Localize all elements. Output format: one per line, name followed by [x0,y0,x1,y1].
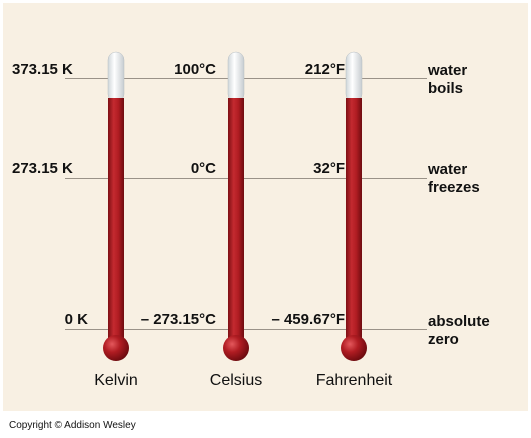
kelvin-zero-value: 0 K [64,311,88,328]
kelvin-thermometer [103,51,129,361]
kelvin-scale-name: Kelvin [94,372,138,389]
fahrenheit-scale-name: Fahrenheit [315,372,393,389]
water-freezes-label: water freezes [428,161,480,197]
water-freezes-label-line1: water [428,161,468,178]
celsius-boils-value: 100°C [174,61,216,78]
absolute-zero-label-line2: zero [428,331,459,348]
boils-reference-line [65,78,427,79]
celsius-thermometer [223,51,249,361]
freezes-reference-line [65,178,427,179]
fahrenheit-thermometer [341,51,367,361]
zero-reference-line [65,329,427,330]
diagram-panel [3,3,528,411]
fahrenheit-freezes-value: 32°F [313,160,345,177]
water-freezes-label-line2: freezes [428,179,480,196]
celsius-freezes-value: 0°C [190,160,216,177]
fahrenheit-zero-value: – 459.67°F [271,311,345,328]
celsius-scale-name: Celsius [209,372,263,389]
kelvin-freezes-value: 273.15 K [12,160,73,177]
fahrenheit-boils-value: 212°F [304,61,345,78]
water-boils-label: water boils [428,62,467,98]
absolute-zero-label: absolute zero [428,313,490,349]
water-boils-label-line1: water [428,62,468,79]
absolute-zero-label-line1: absolute [428,313,490,330]
water-boils-label-line2: boils [428,80,464,97]
kelvin-boils-value: 373.15 K [12,61,73,78]
copyright-notice: Copyright © Addison Wesley [9,420,136,431]
celsius-zero-value: – 273.15°C [140,311,216,328]
